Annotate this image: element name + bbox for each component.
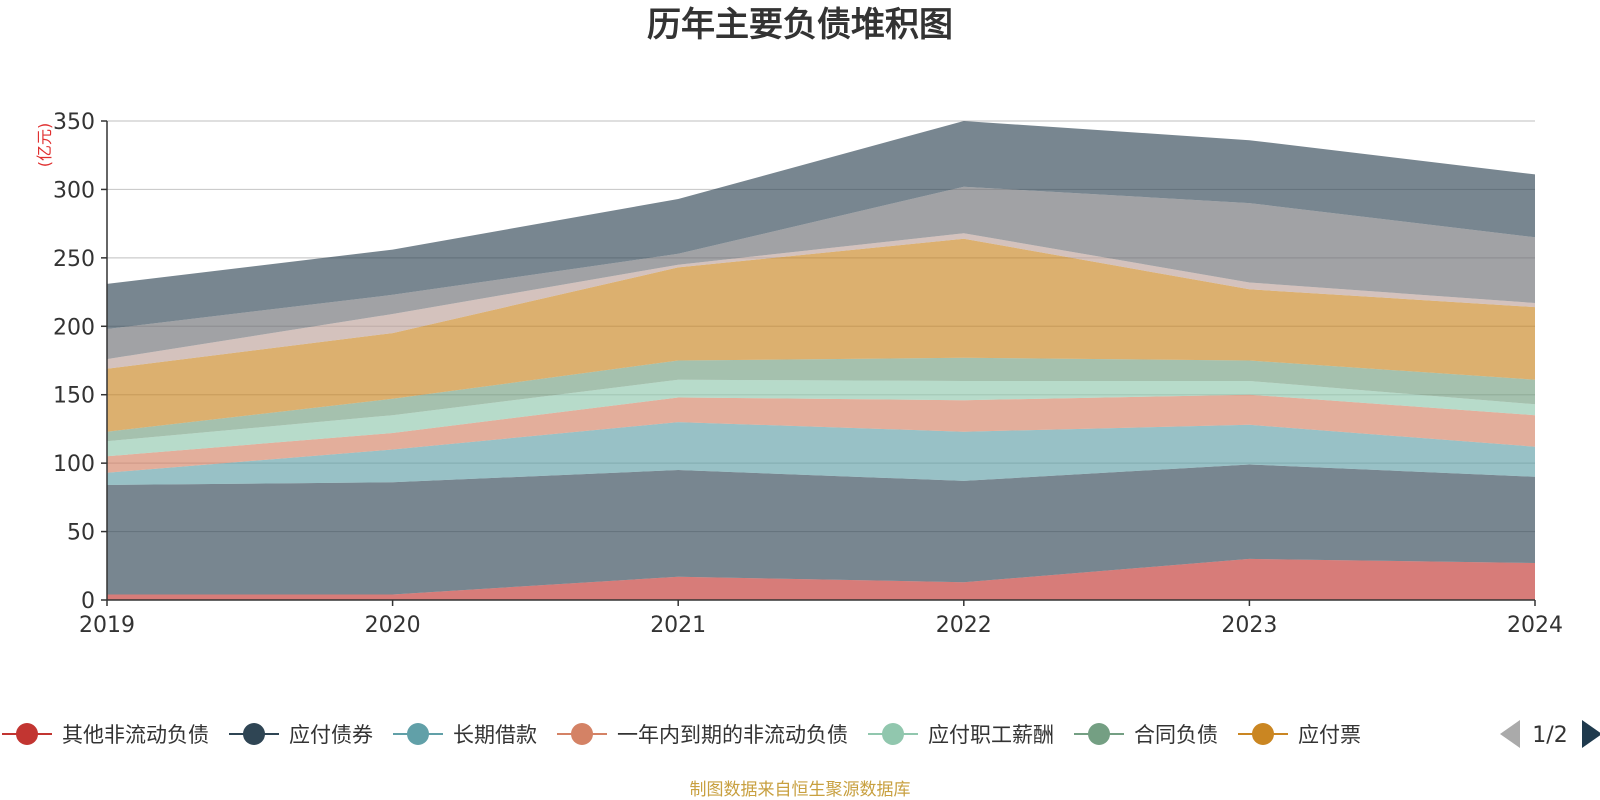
area-series-9[interactable] bbox=[107, 186, 1535, 360]
legend-item-4[interactable]: 一年内到期的非流动负债 bbox=[557, 723, 848, 747]
legend-page-indicator: 1/2 bbox=[1532, 723, 1567, 748]
legend-item-7[interactable]: 应付票 bbox=[1238, 723, 1361, 747]
legend-marker-icon bbox=[243, 723, 265, 745]
legend-label: 其他非流动负债 bbox=[62, 723, 209, 747]
legend-item-2[interactable]: 应付债券 bbox=[229, 723, 373, 747]
legend: 其他非流动负债 应付债券 长期借款 一年内到期的非流动负债 应付职工薪酬 合同负债 应付票 bbox=[2, 723, 1361, 747]
legend-label: 应付职工薪酬 bbox=[928, 723, 1054, 747]
legend-pager: 1/2 bbox=[1500, 720, 1600, 748]
y-tick-label: 250 bbox=[53, 247, 95, 272]
y-tick-label: 150 bbox=[53, 384, 95, 409]
legend-label: 合同负债 bbox=[1134, 723, 1218, 747]
legend-item-3[interactable]: 长期借款 bbox=[393, 723, 537, 747]
x-tick-label: 2024 bbox=[1507, 613, 1563, 638]
legend-next-page-icon[interactable] bbox=[1582, 720, 1600, 748]
y-tick-label: 50 bbox=[67, 521, 95, 546]
y-tick-label: 0 bbox=[81, 589, 95, 614]
x-tick-label: 2022 bbox=[936, 613, 992, 638]
area-series bbox=[107, 121, 1535, 600]
area-series-4[interactable] bbox=[107, 394, 1535, 473]
y-tick-label: 100 bbox=[53, 452, 95, 477]
legend-marker-icon bbox=[571, 723, 593, 745]
legend-prev-page-icon[interactable] bbox=[1500, 720, 1520, 748]
legend-label: 一年内到期的非流动负债 bbox=[617, 723, 848, 747]
y-tick-label: 300 bbox=[53, 178, 95, 203]
legend-marker-icon bbox=[16, 723, 38, 745]
area-series-7[interactable] bbox=[107, 238, 1535, 432]
x-tick-label: 2021 bbox=[650, 613, 706, 638]
axes: 0 50 100 150 200 250 300 350 2019 2020 2021 2022 202… bbox=[53, 110, 1563, 638]
legend-label: 应付债券 bbox=[289, 723, 373, 747]
x-tick-label: 2023 bbox=[1221, 613, 1277, 638]
legend-marker-icon bbox=[407, 723, 429, 745]
legend-label: 应付票 bbox=[1298, 723, 1361, 747]
area-series-5[interactable] bbox=[107, 379, 1535, 457]
legend-marker-icon bbox=[882, 723, 904, 745]
legend-item-1[interactable]: 其他非流动负债 bbox=[2, 723, 209, 747]
legend-item-5[interactable]: 应付职工薪酬 bbox=[868, 723, 1054, 747]
y-axis-unit: (亿元) bbox=[35, 123, 54, 168]
legend-marker-icon bbox=[1088, 723, 1110, 745]
y-tick-label: 200 bbox=[53, 315, 95, 340]
area-series-6[interactable] bbox=[107, 357, 1535, 442]
x-tick-label: 2020 bbox=[365, 613, 421, 638]
x-tick-label: 2019 bbox=[79, 613, 135, 638]
legend-label: 长期借款 bbox=[453, 723, 537, 747]
data-source-note: 制图数据来自恒生聚源数据库 bbox=[690, 780, 911, 800]
area-series-10[interactable] bbox=[107, 121, 1535, 329]
area-series-2[interactable] bbox=[107, 464, 1535, 595]
area-series-3[interactable] bbox=[107, 422, 1535, 485]
legend-marker-icon bbox=[1252, 723, 1274, 745]
chart-title: 历年主要负债堆积图 bbox=[647, 5, 953, 45]
legend-item-6[interactable]: 合同负债 bbox=[1074, 723, 1218, 747]
y-tick-label: 350 bbox=[53, 110, 95, 135]
